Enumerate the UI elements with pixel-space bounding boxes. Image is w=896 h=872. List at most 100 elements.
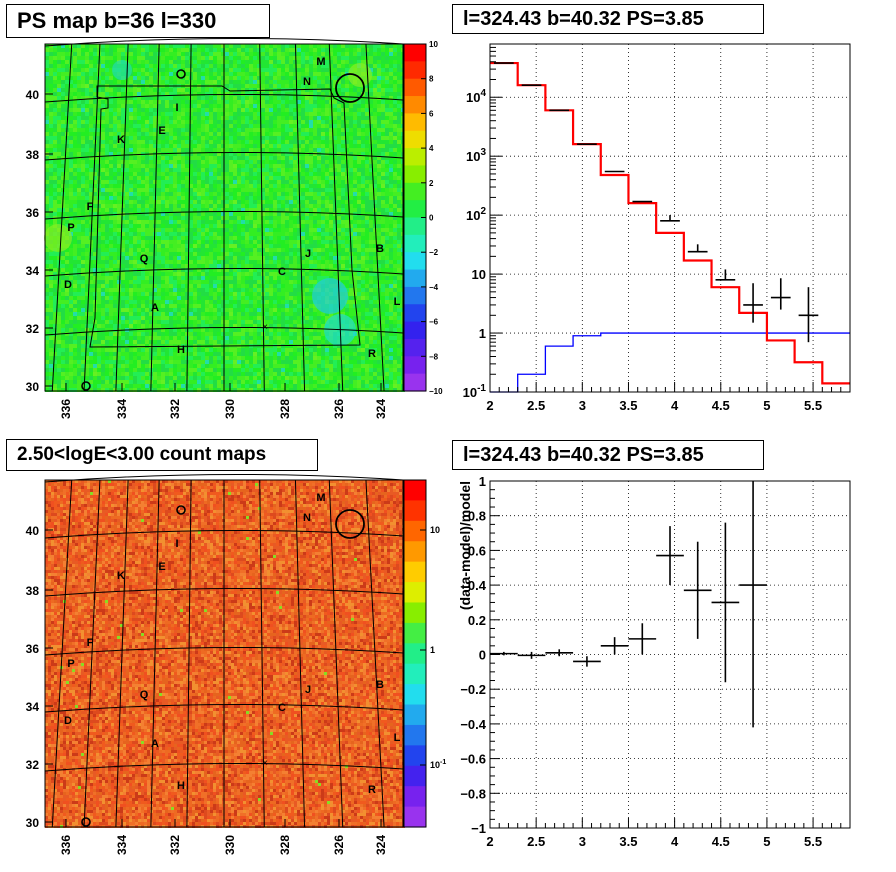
source-label-p: P — [67, 222, 74, 234]
grid-meridian — [365, 479, 385, 828]
source-label-r: R — [368, 784, 376, 796]
map-blob — [112, 60, 132, 80]
residual-data-point — [656, 526, 684, 586]
spectrum-x-tick-label: 3 — [579, 398, 586, 413]
map-center-cross: × — [262, 758, 268, 769]
residual-x-tick-label: 3 — [579, 834, 586, 849]
ps-map-pixels — [44, 44, 405, 392]
source-label-i: I — [175, 102, 178, 114]
grid-meridian — [83, 43, 101, 392]
residual-x-tick-label: 5 — [763, 834, 770, 849]
spectrum-data-point — [798, 287, 819, 343]
residual-x-tick-label: 4 — [671, 834, 679, 849]
x-tick-label: 326 — [332, 399, 346, 419]
residual-y-axis-label: (data-model)/model — [457, 481, 473, 610]
source-label-k: K — [117, 134, 125, 146]
colorbar-tick-label: −10 — [429, 387, 443, 396]
grid-meridian — [328, 43, 344, 392]
source-label-l: L — [394, 732, 401, 744]
grid-meridian — [115, 479, 129, 828]
residual-y-ticks — [490, 480, 500, 829]
residual-data-point — [628, 623, 657, 655]
map-blob — [348, 63, 372, 87]
count-map-grid — [44, 473, 404, 828]
grid-meridian — [259, 479, 265, 828]
colorbar-tick-label: 0 — [429, 214, 434, 223]
x-tick-label: 324 — [374, 835, 388, 855]
spectrum-title: l=324.43 b=40.32 PS=3.85 — [452, 4, 764, 34]
spectrum-data-point — [770, 278, 791, 310]
spectrum-x-tick-label: 2 — [486, 398, 493, 413]
source-label-a: A — [151, 738, 159, 750]
colorbar-tick-label: −8 — [429, 352, 439, 361]
y-tick-label: 34 — [26, 264, 40, 278]
residual-title: l=324.43 b=40.32 PS=3.85 — [452, 440, 764, 470]
residual-y-tick-label: 0.6 — [468, 543, 486, 558]
count-colorbar — [404, 480, 426, 828]
colorbar-tick-label: −6 — [429, 318, 439, 327]
x-tick-label: 328 — [278, 399, 292, 419]
map-blob — [44, 224, 72, 252]
residual-y-tick-label: −0.2 — [460, 682, 486, 697]
spectrum-y-tick-label: 103 — [466, 147, 486, 164]
source-label-c: C — [278, 702, 286, 714]
source-marker-g — [81, 381, 91, 391]
colorbar-tick-label: 6 — [429, 109, 434, 118]
spectrum-x-tick-label: 4.5 — [712, 398, 730, 413]
source-label-e: E — [158, 125, 165, 137]
selected-source-circle — [335, 509, 365, 539]
colorbar-tick-label: −4 — [429, 283, 439, 292]
residual-y-tick-label: 0 — [479, 648, 486, 663]
residual-data-point — [683, 541, 712, 639]
source-label-r: R — [368, 348, 376, 360]
spectrum-y-tick-label: 102 — [466, 206, 486, 223]
grid-meridian — [328, 479, 344, 828]
map-blob — [312, 278, 348, 314]
spectrum-data-point — [687, 244, 708, 253]
source-label-b: B — [376, 679, 384, 691]
source-label-h: H — [177, 344, 185, 356]
residual-data-point — [517, 651, 546, 659]
spectrum-y-tick-label: 1 — [479, 326, 486, 341]
residual-y-tick-label: 0.8 — [468, 509, 486, 524]
residual-data-point — [600, 637, 629, 655]
spectrum-data-point — [715, 269, 736, 281]
residual-data-point — [711, 522, 740, 683]
x-tick-label: 334 — [115, 399, 129, 419]
colorbar-tick-label: 2 — [429, 179, 434, 188]
residual-data-point — [739, 481, 767, 728]
grid-meridian — [150, 43, 160, 392]
source-label-e: E — [158, 561, 165, 573]
colorbar-tick-label: 8 — [429, 75, 434, 84]
total-model-line — [490, 61, 850, 385]
residual-y-tick-label: 0.2 — [468, 613, 486, 628]
grid-parallel — [44, 267, 404, 277]
source-marker-g — [81, 817, 91, 827]
source-label-j: J — [305, 684, 311, 696]
source-label-p: P — [67, 658, 74, 670]
residual-y-tick-label: −0.4 — [460, 717, 486, 732]
colorbar-tick-label: 10 — [429, 40, 438, 49]
grid-meridian — [150, 479, 160, 828]
spectrum-x-ticks — [489, 382, 851, 392]
grid-parallel — [44, 587, 404, 597]
source-label-l: L — [394, 296, 401, 308]
residual-x-tick-label: 4.5 — [712, 834, 730, 849]
spectrum-data-point — [743, 283, 763, 323]
residual-data-point — [490, 651, 518, 656]
source-label-q: Q — [140, 689, 149, 701]
x-tick-label: 330 — [223, 835, 237, 855]
map-center-cross: × — [262, 322, 268, 333]
colorbar-tick-label: 1 — [430, 645, 435, 655]
residual-y-tick-label: −0.6 — [460, 752, 486, 767]
residual-x-tick-label: 5.5 — [804, 834, 822, 849]
spectrum-x-tick-label: 3.5 — [619, 398, 637, 413]
x-tick-label: 328 — [278, 835, 292, 855]
grid-parallel — [44, 326, 404, 336]
source-marker-o — [176, 69, 186, 79]
grid-meridian — [83, 479, 101, 828]
colorbar-tick-label: −2 — [429, 248, 439, 257]
colorbar-tick-label: 4 — [429, 144, 434, 153]
source-label-k: K — [117, 570, 125, 582]
